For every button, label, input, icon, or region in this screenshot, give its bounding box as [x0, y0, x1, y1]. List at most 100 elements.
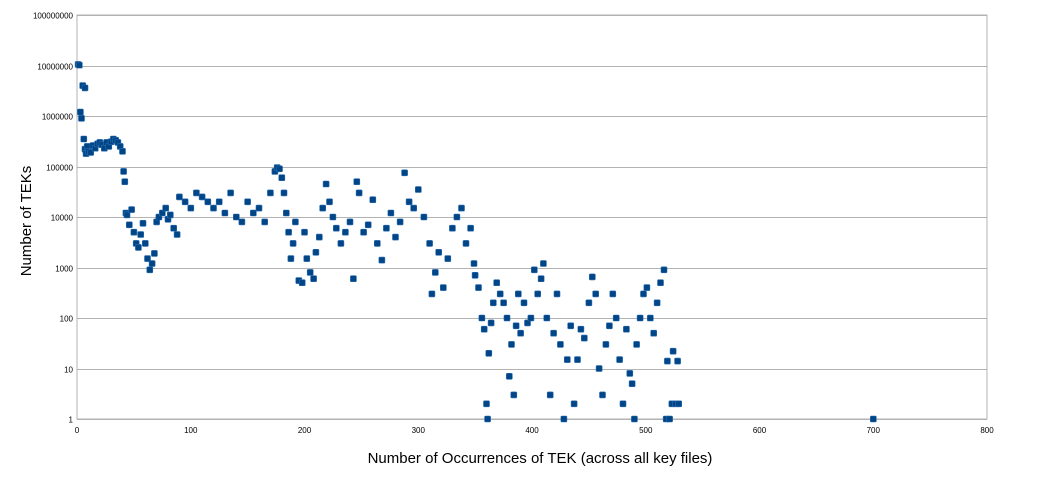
- data-point: [546, 391, 554, 399]
- data-point: [76, 61, 83, 69]
- data-point: [475, 284, 482, 291]
- data-point: [640, 290, 647, 298]
- data-point: [485, 349, 493, 357]
- data-point: [238, 218, 246, 226]
- data-point: [173, 231, 181, 238]
- data-point: [227, 189, 234, 197]
- data-point: [514, 290, 522, 298]
- data-point: [592, 290, 600, 298]
- data-point: [396, 218, 404, 226]
- x-tick-label: 500: [639, 426, 653, 435]
- data-point: [563, 356, 571, 363]
- data-point: [428, 290, 436, 298]
- data-point: [292, 218, 299, 226]
- data-point: [278, 174, 286, 181]
- data-point: [332, 224, 340, 232]
- data-point: [410, 204, 418, 212]
- data-point: [298, 279, 306, 287]
- y-tick-label: 1000: [55, 265, 73, 274]
- data-point: [458, 204, 465, 212]
- data-point: [487, 319, 495, 327]
- data-point: [148, 260, 156, 267]
- data-point: [319, 204, 327, 212]
- data-point: [289, 240, 297, 247]
- data-point: [233, 213, 240, 221]
- data-point: [530, 266, 538, 274]
- data-point: [167, 211, 174, 219]
- data-point: [210, 204, 217, 212]
- data-point: [471, 271, 479, 279]
- data-point: [405, 198, 413, 206]
- data-point: [310, 275, 317, 283]
- data-point: [606, 322, 613, 330]
- data-point: [392, 233, 399, 241]
- data-point: [346, 218, 354, 226]
- data-point: [383, 224, 390, 232]
- data-point: [373, 240, 381, 247]
- data-point: [609, 290, 617, 298]
- data-point: [193, 189, 200, 197]
- data-point: [510, 391, 518, 399]
- data-point: [282, 209, 290, 217]
- data-point: [162, 204, 169, 212]
- data-point: [187, 204, 195, 212]
- data-point: [626, 370, 634, 377]
- data-point: [588, 273, 596, 281]
- data-point: [631, 415, 638, 423]
- data-point: [653, 299, 661, 307]
- data-point: [505, 372, 513, 380]
- data-point: [431, 269, 439, 276]
- data-point: [204, 198, 212, 206]
- x-tick-label: 100: [184, 426, 198, 435]
- data-point: [666, 415, 673, 423]
- data-point: [315, 233, 323, 241]
- data-point: [577, 325, 585, 333]
- data-point: [135, 244, 142, 251]
- data-point: [643, 284, 651, 291]
- data-point: [250, 209, 257, 217]
- data-point: [480, 325, 488, 333]
- data-point: [660, 266, 668, 274]
- data-point: [869, 415, 877, 423]
- data-point: [426, 240, 433, 247]
- data-point: [353, 178, 361, 185]
- data-point: [570, 400, 578, 408]
- data-point: [636, 314, 644, 322]
- data-point: [77, 108, 84, 116]
- x-tick-label: 800: [980, 426, 994, 435]
- data-point: [146, 266, 154, 274]
- grid-lines: [77, 15, 987, 420]
- data-point: [619, 400, 627, 408]
- data-point: [537, 275, 545, 283]
- data-point: [657, 279, 664, 287]
- data-point: [633, 341, 640, 348]
- data-point: [503, 314, 511, 322]
- data-point: [312, 249, 320, 256]
- data-point: [181, 198, 189, 206]
- data-point: [612, 314, 620, 322]
- data-point: [128, 206, 135, 213]
- data-point: [444, 255, 452, 262]
- data-point: [616, 356, 623, 363]
- data-point: [355, 189, 363, 197]
- data-point: [329, 213, 337, 221]
- y-tick-label: 10000: [51, 214, 74, 223]
- data-point: [306, 269, 314, 276]
- data-point: [439, 284, 447, 291]
- data-point: [669, 347, 677, 355]
- y-tick-label: 100: [60, 315, 74, 324]
- data-point: [176, 193, 183, 201]
- data-point: [369, 196, 377, 203]
- data-point: [244, 198, 251, 206]
- data-point: [170, 224, 177, 232]
- data-point: [144, 255, 151, 262]
- data-point: [674, 357, 681, 365]
- data-point: [267, 189, 274, 197]
- data-point: [387, 209, 395, 217]
- y-tick-label: 100000000: [33, 12, 74, 21]
- data-point: [508, 341, 515, 348]
- data-point: [287, 255, 295, 262]
- data-point: [255, 204, 263, 212]
- data-point: [137, 231, 144, 238]
- data-point: [337, 240, 345, 247]
